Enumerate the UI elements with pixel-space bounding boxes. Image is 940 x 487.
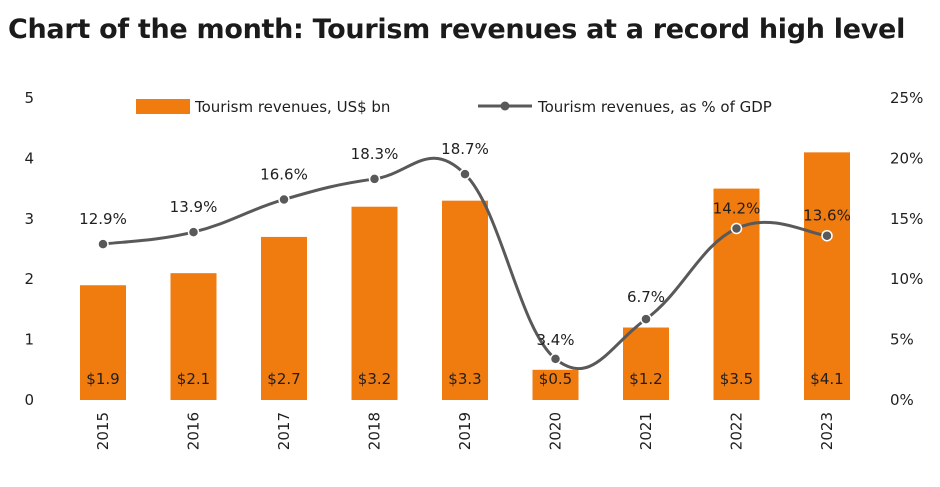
bar-label-2019: $3.3 xyxy=(448,370,481,388)
gdp-point-2022 xyxy=(730,222,743,235)
bar-2015 xyxy=(80,285,126,400)
bar-2016 xyxy=(170,273,217,400)
bar-2019 xyxy=(442,200,488,400)
left-axis-tick-1: 1 xyxy=(24,331,34,349)
gdp-label-2022: 14.2% xyxy=(713,199,761,217)
bar-label-2022: $3.5 xyxy=(720,370,753,388)
x-axis-label-2021: 2021 xyxy=(637,412,655,450)
gdp-label-2017: 16.6% xyxy=(260,165,308,183)
gdp-point-2016 xyxy=(187,226,200,238)
x-axis-label-2022: 2022 xyxy=(728,412,746,450)
right-axis-tick-25%: 25% xyxy=(890,89,923,107)
gdp-label-2015: 12.9% xyxy=(79,210,127,228)
right-axis-tick-10%: 10% xyxy=(890,270,923,288)
bars-layer xyxy=(80,152,850,400)
gdp-point-2015 xyxy=(97,238,109,250)
gdp-point-2018 xyxy=(368,173,381,185)
gdp-label-2021: 6.7% xyxy=(627,288,665,306)
left-axis-tick-3: 3 xyxy=(24,210,34,228)
bar-2018 xyxy=(351,206,398,400)
right-axis-tick-5%: 5% xyxy=(890,331,914,349)
x-axis-label-2019: 2019 xyxy=(456,412,474,450)
x-axis-label-2016: 2016 xyxy=(185,412,203,450)
gdp-label-2018: 18.3% xyxy=(351,145,399,163)
bar-label-2018: $3.2 xyxy=(358,370,391,388)
gdp-point-2021 xyxy=(640,313,652,325)
legend-bar-swatch xyxy=(136,99,190,114)
labels-layer: $1.9 $2.1 $2.7 $3.2 $3.3 $0.5 $1.2 $3.5 $4.1 12.9… xyxy=(79,140,851,388)
axes-layer: 0 1 2 3 4 5 0% 5% 10% 15% 20% 25% 2015 2016 2017 2018 20… xyxy=(24,89,923,450)
bar-label-2015: $1.9 xyxy=(86,370,119,388)
bar-2017 xyxy=(261,236,307,400)
gdp-label-2020: 3.4% xyxy=(536,331,574,349)
gdp-label-2019: 18.7% xyxy=(441,140,489,158)
left-axis-tick-2: 2 xyxy=(24,270,34,288)
gdp-point-2019 xyxy=(459,168,471,180)
bar-2022 xyxy=(713,188,760,400)
gdp-share-line xyxy=(102,156,828,371)
bar-label-2020: $0.5 xyxy=(539,370,572,388)
left-axis-tick-0: 0 xyxy=(24,391,34,409)
gdp-point-2023 xyxy=(821,229,833,242)
x-axis-label-2015: 2015 xyxy=(94,412,112,450)
left-axis-tick-5: 5 xyxy=(24,89,34,107)
gdp-label-2023: 13.6% xyxy=(803,207,851,225)
bar-label-2021: $1.2 xyxy=(629,370,662,388)
right-axis-tick-15%: 15% xyxy=(890,210,923,228)
bar-label-2023: $4.1 xyxy=(810,370,843,388)
left-axis-tick-4: 4 xyxy=(24,149,34,167)
chart-title: Chart of the month: Tourism revenues at … xyxy=(8,14,906,45)
x-axis-label-2020: 2020 xyxy=(547,412,565,450)
bar-2020 xyxy=(532,369,579,400)
x-axis-label-2018: 2018 xyxy=(366,412,384,450)
right-axis-tick-20%: 20% xyxy=(890,149,923,167)
gdp-point-2017 xyxy=(278,193,290,206)
legend-line-marker xyxy=(500,101,510,111)
gdp-label-2016: 13.9% xyxy=(170,198,218,216)
bar-label-2016: $2.1 xyxy=(177,370,210,388)
x-axis-label-2023: 2023 xyxy=(818,412,836,450)
legend-line-label: Tourism revenues, as % of GDP xyxy=(537,98,772,116)
x-axis-label-2017: 2017 xyxy=(275,412,293,450)
legend-bar-label: Tourism revenues, US$ bn xyxy=(194,98,390,116)
gdp-point-2020 xyxy=(549,353,562,365)
right-axis-tick-0%: 0% xyxy=(890,391,914,409)
legend: Tourism revenues, US$ bn Tourism revenues… xyxy=(136,98,772,116)
bar-2023 xyxy=(804,152,850,400)
line-layer xyxy=(97,156,833,371)
bar-2021 xyxy=(623,327,669,400)
bar-label-2017: $2.7 xyxy=(267,370,300,388)
